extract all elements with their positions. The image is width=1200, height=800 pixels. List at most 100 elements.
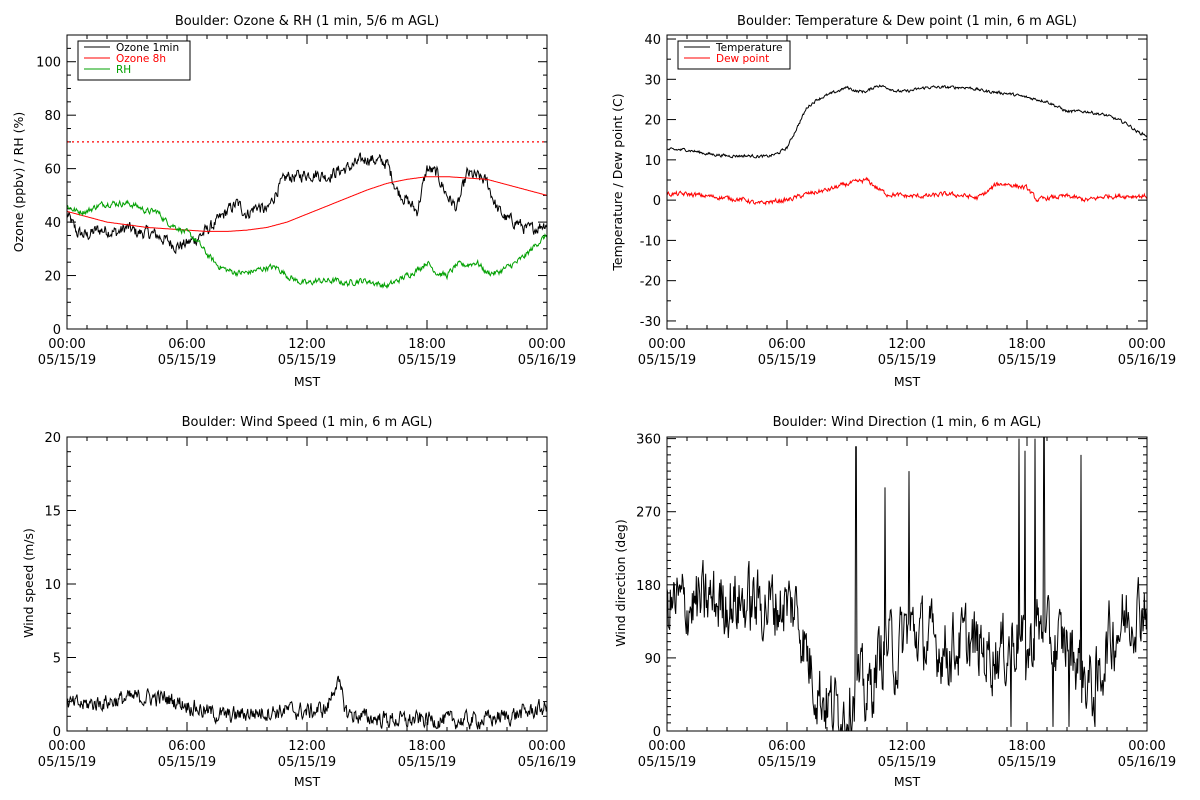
y-tick-label: 40 [644,33,661,48]
y-tick-label: 180 [636,579,661,594]
x-tick-label-time: 00:00 [648,739,685,754]
x-axis-label: MST [894,374,921,389]
x-tick-label-date: 05/15/19 [998,755,1056,770]
x-tick-label-date: 05/15/19 [278,353,336,368]
x-tick-label-time: 18:00 [408,739,445,754]
series-line-0 [666,436,1148,732]
series-layer [666,436,1148,732]
chart-title: Boulder: Ozone & RH (1 min, 5/6 m AGL) [175,14,439,29]
y-tick-label: 0 [53,725,61,740]
legend-label: Ozone 8h [116,53,166,65]
x-tick-label-time: 00:00 [528,337,565,352]
y-tick-label: -10 [640,234,661,249]
x-tick-label-date: 05/15/19 [878,755,936,770]
chart-title: Boulder: Wind Direction (1 min, 6 m AGL) [773,415,1042,430]
legend-label: Dew point [716,53,769,65]
series-line-1 [666,176,1148,206]
y-tick-label: 100 [36,56,61,71]
legend-label: RH [116,64,131,76]
x-tick-label-date: 05/15/19 [398,353,456,368]
x-tick-label-date: 05/15/19 [998,353,1056,368]
x-tick-label-time: 12:00 [888,337,925,352]
x-tick-label-time: 06:00 [168,337,205,352]
x-axis-label: MST [294,374,321,389]
panel-temperature-dewpoint: Boulder: Temperature & Dew point (1 min,… [610,14,1176,389]
x-tick-label-time: 06:00 [168,739,205,754]
axis-ticks: 02040608010000:0005/15/1906:0005/15/1912… [36,34,576,368]
panel-wind-speed: Boulder: Wind Speed (1 min, 6 m AGL) Win… [21,415,576,789]
chart-title: Boulder: Temperature & Dew point (1 min,… [737,14,1077,29]
x-tick-label-date: 05/15/19 [878,353,936,368]
x-tick-label-time: 00:00 [1128,337,1165,352]
panel-wind-direction: Boulder: Wind Direction (1 min, 6 m AGL)… [613,415,1176,789]
series-line-1 [66,176,548,232]
y-axis-label: Wind speed (m/s) [21,528,36,638]
y-tick-label: 0 [653,725,661,740]
y-tick-label: -30 [640,315,661,330]
axis-ticks: -30-20-1001020304000:0005/15/1906:0005/1… [638,33,1176,368]
y-tick-label: 20 [44,431,61,446]
y-tick-label: 270 [636,506,661,521]
series-layer [66,141,548,289]
chart-title: Boulder: Wind Speed (1 min, 6 m AGL) [182,415,433,430]
x-tick-label-time: 18:00 [1008,337,1045,352]
series-line-0 [666,84,1148,159]
x-axis-label: MST [294,774,321,789]
plot-frame [666,436,1148,732]
x-tick-label-time: 00:00 [1128,739,1165,754]
x-tick-label-time: 00:00 [648,337,685,352]
y-tick-label: 80 [44,109,61,124]
x-tick-label-time: 06:00 [768,739,805,754]
panel-ozone-rh: Boulder: Ozone & RH (1 min, 5/6 m AGL) O… [11,14,576,389]
x-tick-label-date: 05/15/19 [158,353,216,368]
axis-ticks: 0510152000:0005/15/1906:0005/15/1912:000… [38,431,576,770]
x-tick-label-date: 05/16/19 [1118,353,1176,368]
x-tick-label-time: 12:00 [888,739,925,754]
y-tick-label: 10 [644,154,661,169]
y-axis-label: Temperature / Dew point (C) [610,93,625,271]
x-tick-label-date: 05/15/19 [278,755,336,770]
series-line-0 [66,675,548,730]
x-tick-label-time: 06:00 [768,337,805,352]
plot-frame [66,436,548,732]
axis-ticks: 09018027036000:0005/15/1906:0005/15/1912… [636,433,1176,770]
plot-frame [666,34,1148,330]
y-tick-label: 20 [644,114,661,129]
x-tick-label-time: 18:00 [1008,739,1045,754]
x-tick-label-date: 05/15/19 [38,353,96,368]
y-tick-label: 5 [53,652,61,667]
x-axis-label: MST [894,774,921,789]
plot-frame [66,34,548,330]
x-tick-label-date: 05/15/19 [758,353,816,368]
y-tick-label: 10 [44,578,61,593]
x-tick-label-date: 05/16/19 [518,755,576,770]
x-tick-label-date: 05/15/19 [638,755,696,770]
legend-label: Ozone 1min [116,42,179,54]
x-tick-label-date: 05/15/19 [758,755,816,770]
y-axis-label: Ozone (ppbv) / RH (%) [11,112,26,252]
x-tick-label-date: 05/15/19 [38,755,96,770]
legend-box [677,40,791,70]
series-layer [66,675,548,730]
x-tick-label-time: 18:00 [408,337,445,352]
y-tick-label: 15 [44,505,61,520]
x-tick-label-time: 00:00 [528,739,565,754]
x-tick-label-date: 05/15/19 [638,353,696,368]
y-tick-label: 0 [53,323,61,338]
x-tick-label-date: 05/15/19 [398,755,456,770]
x-tick-label-time: 00:00 [48,337,85,352]
legend-label: Temperature [715,42,783,54]
y-tick-label: 90 [644,652,661,667]
x-tick-label-date: 05/16/19 [1118,755,1176,770]
x-tick-label-date: 05/15/19 [158,755,216,770]
y-tick-label: 360 [636,433,661,448]
x-tick-label-time: 00:00 [48,739,85,754]
x-tick-label-time: 12:00 [288,739,325,754]
series-layer [666,84,1148,206]
x-tick-label-time: 12:00 [288,337,325,352]
y-tick-label: 0 [653,194,661,209]
y-tick-label: 40 [44,216,61,231]
